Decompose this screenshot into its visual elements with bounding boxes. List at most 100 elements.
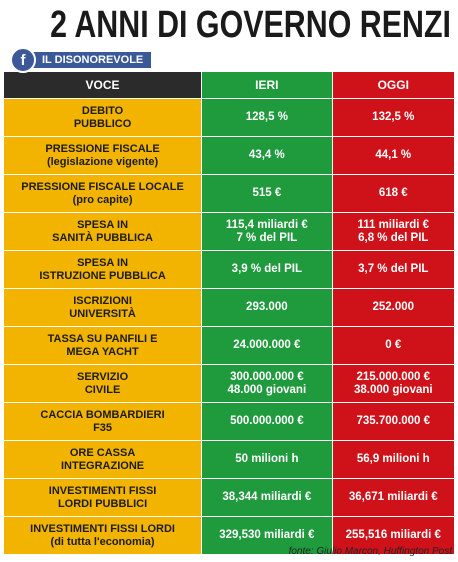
table-cell: 3,7 % del PIL <box>332 251 454 288</box>
cell-text: 56,9 milioni h <box>356 453 430 465</box>
cell-text: DEBITO <box>81 104 124 117</box>
cell-text: LORDI PUBBLICI <box>57 497 148 510</box>
cell-text: SERVIZIO <box>76 370 129 383</box>
title: 2 ANNI DI GOVERNO RENZI <box>50 4 451 46</box>
table-cell: INVESTIMENTI FISSI LORDI (di tutta l'econ… <box>4 517 203 554</box>
cell-text: 0 € <box>385 339 402 351</box>
cell-text: 44,1 % <box>375 149 412 161</box>
badge: f IL DISONOREVOLE <box>10 47 152 73</box>
table-cell: DEBITO PUBBLICO <box>4 99 203 136</box>
cell-text: 43,4 % <box>248 149 285 161</box>
table-cell: INVESTIMENTI FISSI LORDI PUBBLICI <box>4 479 203 516</box>
cell-text: 7 % del PIL <box>236 231 298 244</box>
cell-text: INVESTIMENTI FISSI <box>48 484 157 497</box>
table-cell: 50 milioni h <box>202 441 333 478</box>
cell-text: UNIVERSITÀ <box>69 307 136 320</box>
title-box: 2 ANNI DI GOVERNO RENZI <box>0 2 458 48</box>
cell-text: 252.000 <box>372 301 415 313</box>
cell-text: PRESSIONE FISCALE <box>45 142 160 155</box>
column-header: VOCE <box>4 72 203 98</box>
table-cell: 128,5 % <box>202 99 333 136</box>
table-row: SPESA IN SANITÀ PUBBLICA 115,4 miliardi €7… <box>4 213 454 251</box>
cell-text: INTEGRAZIONE <box>61 459 145 472</box>
table-row: SERVIZIO CIVILE 300.000.000 €48.000 giovan… <box>4 365 454 403</box>
cell-text: ORE CASSA <box>69 446 136 459</box>
cell-text: MEGA YACHT <box>66 345 139 358</box>
table-row: ISCRIZIONI UNIVERSITÀ 293.000 252.000 <box>4 289 454 327</box>
cell-text: PRESSIONE FISCALE LOCALE <box>21 180 184 193</box>
cell-text: CACCIA BOMBARDIERI <box>40 408 165 421</box>
header-row: VOCE IERI OGGI <box>4 72 454 99</box>
table-cell: 618 € <box>332 175 454 212</box>
table-cell: SPESA IN ISTRUZIONE PUBBLICA <box>4 251 203 288</box>
table-cell: 36,671 miliardi € <box>332 479 454 516</box>
table-cell: ORE CASSA INTEGRAZIONE <box>4 441 203 478</box>
table-cell: PRESSIONE FISCALE (legislazione vigente) <box>4 137 203 174</box>
table-row: SPESA IN ISTRUZIONE PUBBLICA 3,9 % del PIL… <box>4 251 454 289</box>
cell-text: 48.000 giovani <box>227 383 307 396</box>
cell-text: 38.000 giovani <box>353 383 433 396</box>
cell-text: (pro capite) <box>72 193 133 206</box>
cell-text: ISTRUZIONE PUBBLICA <box>39 269 166 282</box>
cell-text: 500.000.000 € <box>230 415 304 427</box>
cell-text: 38,344 miliardi € <box>222 491 312 503</box>
cell-text: SPESA IN <box>77 218 129 231</box>
table-cell: 38,344 miliardi € <box>202 479 333 516</box>
table-cell: 24.000.000 € <box>202 327 333 364</box>
cell-text: 128,5 % <box>245 111 288 123</box>
table-cell: SPESA IN SANITÀ PUBBLICA <box>4 213 203 250</box>
table-row: PRESSIONE FISCALE LOCALE (pro capite) 515 … <box>4 175 454 213</box>
table-cell: TASSA SU PANFILI E MEGA YACHT <box>4 327 203 364</box>
cell-text: SPESA IN <box>77 256 129 269</box>
table-cell: 215.000.000 €38.000 giovani <box>332 365 454 402</box>
cell-text: 24.000.000 € <box>233 339 301 351</box>
table-row: PRESSIONE FISCALE (legislazione vigente) 4… <box>4 137 454 175</box>
cell-text: 50 milioni h <box>235 453 299 465</box>
cell-text: 329,530 miliardi € <box>219 529 315 541</box>
table: VOCE IERI OGGI DEBITO PUBBLICO 128,5 % 132,5 %… <box>4 72 454 555</box>
cell-text: (legislazione vigente) <box>46 155 159 168</box>
cell-text: 515 € <box>252 187 282 199</box>
table-row: TASSA SU PANFILI E MEGA YACHT 24.000.000 €… <box>4 327 454 365</box>
cell-text: ISCRIZIONI <box>73 294 132 307</box>
table-cell: 515 € <box>202 175 333 212</box>
table-row: INVESTIMENTI FISSI LORDI (di tutta l'econ… <box>4 517 454 555</box>
cell-text: TASSA SU PANFILI E <box>47 332 158 345</box>
table-cell: 500.000.000 € <box>202 403 333 440</box>
table-cell: 132,5 % <box>332 99 454 136</box>
table-cell: 44,1 % <box>332 137 454 174</box>
table-row: INVESTIMENTI FISSI LORDI PUBBLICI 38,344 m… <box>4 479 454 517</box>
source: fonte: Giulio Marcon, Huffington Post <box>288 546 452 557</box>
table-row: DEBITO PUBBLICO 128,5 % 132,5 % <box>4 99 454 137</box>
cell-text: 115,4 miliardi € <box>225 218 308 231</box>
cell-text: 36,671 miliardi € <box>348 491 438 503</box>
table-cell: 252.000 <box>332 289 454 326</box>
cell-text: 735.700.000 € <box>356 415 431 427</box>
cell-text: 293.000 <box>246 301 288 313</box>
table-cell: 43,4 % <box>202 137 333 174</box>
column-header: IERI <box>202 72 333 98</box>
cell-text: 3,7 % del PIL <box>358 263 429 275</box>
table-cell: 735.700.000 € <box>332 403 454 440</box>
cell-text: 6,8 % del PIL <box>358 231 429 244</box>
cell-text: SANITÀ PUBBLICA <box>52 231 153 244</box>
table-cell: 111 miliardi €6,8 % del PIL <box>332 213 454 250</box>
table-cell: CACCIA BOMBARDIERI F35 <box>4 403 203 440</box>
table-cell: ISCRIZIONI UNIVERSITÀ <box>4 289 203 326</box>
cell-text: (di tutta l'economia) <box>50 535 155 548</box>
table-cell: SERVIZIO CIVILE <box>4 365 203 402</box>
table-row: ORE CASSA INTEGRAZIONE 50 milioni h 56,9 mi… <box>4 441 454 479</box>
cell-text: 215.000.000 € <box>356 370 431 383</box>
badge-text: IL DISONOREVOLE <box>32 52 152 68</box>
cell-text: 255,516 miliardi € <box>345 529 441 541</box>
table-cell: 300.000.000 €48.000 giovani <box>202 365 333 402</box>
table-cell: 293.000 <box>202 289 333 326</box>
table-cell: 255,516 miliardi € <box>332 517 454 554</box>
table-cell: 329,530 miliardi € <box>202 517 333 554</box>
cell-text: 618 € <box>378 187 408 199</box>
cell-text: CIVILE <box>84 383 121 396</box>
cell-text: 111 miliardi € <box>357 218 430 231</box>
cell-text: INVESTIMENTI FISSI LORDI <box>30 522 175 535</box>
cell-text: F35 <box>93 421 113 434</box>
